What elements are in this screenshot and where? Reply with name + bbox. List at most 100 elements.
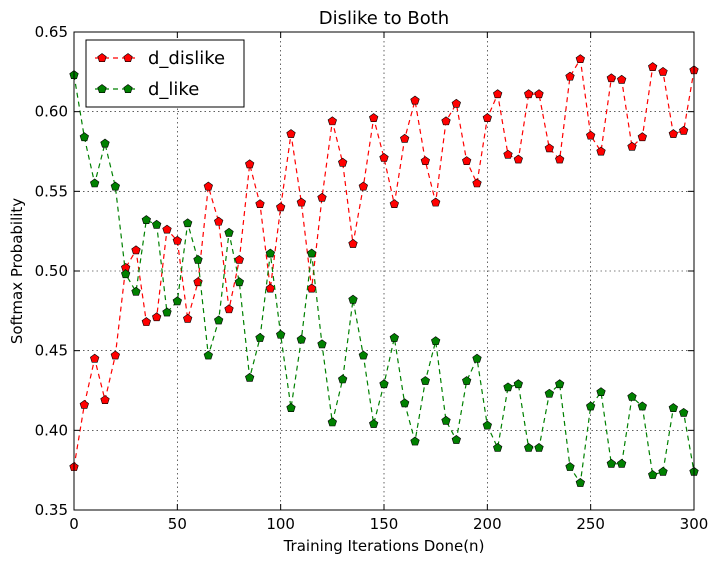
data-point-d-dislike bbox=[575, 54, 585, 64]
data-point-d-dislike bbox=[152, 312, 162, 322]
y-tick-label: 0.45 bbox=[35, 342, 68, 360]
data-point-d-like bbox=[162, 307, 172, 317]
data-point-d-dislike bbox=[224, 304, 234, 314]
data-point-d-like bbox=[524, 442, 534, 452]
legend-box bbox=[85, 39, 245, 108]
legend-marker-d-dislike bbox=[97, 53, 107, 62]
data-point-d-like bbox=[317, 339, 327, 349]
data-point-d-dislike bbox=[596, 146, 606, 156]
data-point-d-dislike bbox=[265, 283, 275, 293]
data-point-d-like bbox=[152, 219, 162, 229]
data-point-d-dislike bbox=[358, 181, 368, 191]
data-point-d-dislike bbox=[420, 156, 430, 165]
data-point-d-dislike bbox=[462, 156, 472, 165]
data-point-d-dislike bbox=[214, 216, 224, 226]
x-tick-label: 150 bbox=[370, 515, 399, 533]
data-point-d-dislike bbox=[513, 154, 523, 164]
data-point-d-dislike bbox=[234, 254, 244, 264]
x-tick-label: 250 bbox=[576, 515, 605, 533]
data-point-d-like bbox=[379, 379, 389, 389]
data-point-d-like bbox=[544, 388, 554, 398]
data-point-d-dislike bbox=[162, 224, 172, 234]
data-point-d-dislike bbox=[627, 141, 637, 151]
data-point-d-dislike bbox=[472, 178, 482, 188]
data-point-d-like bbox=[358, 350, 368, 360]
data-point-d-like bbox=[307, 248, 317, 258]
data-point-d-dislike bbox=[379, 152, 389, 162]
data-point-d-dislike bbox=[565, 71, 575, 81]
data-point-d-like bbox=[668, 403, 678, 412]
data-point-d-like bbox=[276, 329, 286, 339]
data-point-d-dislike bbox=[172, 235, 182, 245]
series-layer bbox=[69, 54, 699, 487]
data-point-d-like bbox=[534, 442, 544, 452]
data-point-d-dislike bbox=[276, 202, 286, 212]
y-axis-label: Softmax Probability bbox=[8, 198, 26, 344]
chart-title: Dislike to Both bbox=[319, 8, 449, 29]
data-point-d-like bbox=[131, 286, 141, 296]
data-point-d-like bbox=[110, 181, 120, 191]
y-tick-label: 0.65 bbox=[35, 23, 68, 41]
y-tick-label: 0.55 bbox=[35, 182, 68, 200]
data-point-d-like bbox=[493, 442, 503, 452]
data-point-d-like bbox=[482, 420, 492, 430]
data-point-d-dislike bbox=[617, 74, 627, 84]
data-point-d-like bbox=[431, 336, 441, 346]
legend: d_dislike d_like bbox=[85, 39, 245, 108]
data-point-d-like bbox=[606, 458, 616, 468]
data-point-d-like bbox=[79, 132, 89, 142]
y-tick-label: 0.40 bbox=[35, 421, 68, 439]
data-point-d-dislike bbox=[203, 181, 213, 191]
y-tick-label: 0.50 bbox=[35, 262, 68, 280]
x-tick-label: 0 bbox=[69, 515, 79, 533]
data-point-d-dislike bbox=[79, 399, 89, 409]
data-point-d-like bbox=[575, 478, 585, 487]
ticks: 0 50 100 150 200 250 300 0.35 0.40 0.45 0.50 0.55 0.… bbox=[35, 23, 709, 533]
data-point-d-like bbox=[420, 376, 430, 385]
data-point-d-dislike bbox=[503, 149, 513, 159]
legend-label-d-like: d_like bbox=[148, 79, 199, 100]
data-point-d-dislike bbox=[141, 317, 151, 326]
data-point-d-like bbox=[214, 315, 224, 325]
x-tick-label: 100 bbox=[266, 515, 295, 533]
y-tick-label: 0.60 bbox=[35, 103, 68, 121]
data-point-d-dislike bbox=[679, 125, 689, 135]
data-point-d-dislike bbox=[183, 313, 193, 323]
data-point-d-like bbox=[565, 462, 575, 471]
data-point-d-like bbox=[627, 391, 637, 401]
data-point-d-like bbox=[410, 436, 420, 446]
data-point-d-like bbox=[503, 382, 513, 392]
data-point-d-dislike bbox=[286, 129, 296, 138]
data-point-d-like bbox=[513, 379, 523, 389]
data-point-d-like bbox=[441, 415, 451, 425]
data-point-d-like bbox=[234, 277, 244, 287]
data-point-d-dislike bbox=[90, 353, 100, 363]
data-point-d-like bbox=[586, 401, 596, 411]
data-point-d-like bbox=[90, 178, 100, 188]
data-point-d-like bbox=[637, 401, 647, 411]
data-point-d-like bbox=[679, 407, 689, 417]
data-point-d-dislike bbox=[658, 66, 668, 76]
data-point-d-dislike bbox=[327, 116, 337, 126]
data-point-d-dislike bbox=[369, 113, 379, 122]
data-point-d-like bbox=[658, 466, 668, 476]
data-point-d-like bbox=[369, 419, 379, 428]
data-point-d-like bbox=[224, 227, 234, 237]
data-point-d-dislike bbox=[100, 395, 110, 405]
data-point-d-dislike bbox=[441, 116, 451, 126]
data-point-d-like bbox=[183, 218, 193, 228]
data-point-d-dislike bbox=[348, 239, 358, 248]
data-point-d-like bbox=[286, 403, 296, 412]
data-point-d-dislike bbox=[317, 192, 327, 202]
data-point-d-dislike bbox=[389, 199, 399, 209]
data-point-d-like bbox=[389, 333, 399, 342]
data-point-d-like bbox=[462, 376, 472, 385]
data-point-d-dislike bbox=[648, 62, 658, 71]
data-point-d-dislike bbox=[524, 89, 534, 99]
data-point-d-like bbox=[172, 296, 182, 306]
data-point-d-dislike bbox=[245, 159, 255, 169]
data-point-d-like bbox=[338, 374, 348, 384]
legend-marker-d-like bbox=[97, 84, 107, 93]
x-tick-label: 200 bbox=[473, 515, 502, 533]
